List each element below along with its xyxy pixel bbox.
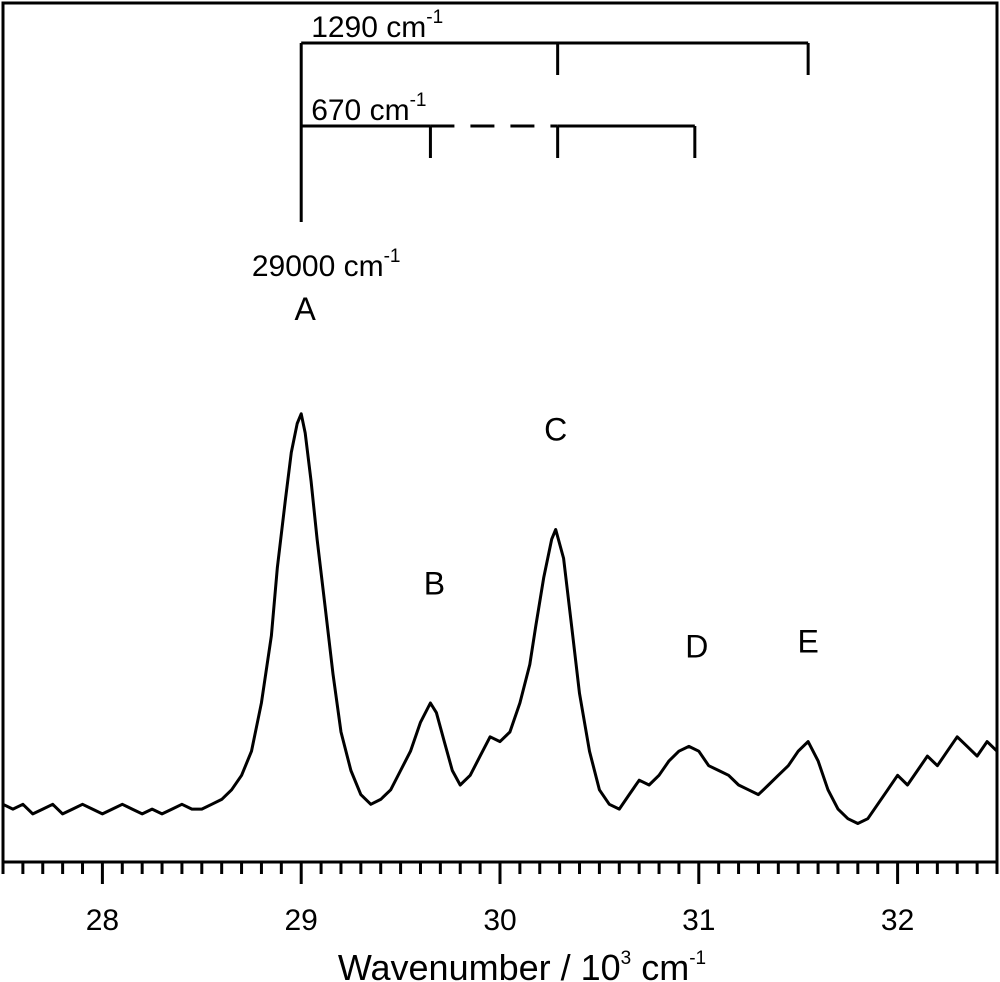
x-tick-label: 29 [285,904,318,937]
progression-label: 670 cm-1 [311,90,426,127]
plot-border [1,1,999,864]
progression-label: 1290 cm-1 [311,7,443,44]
progression-annotations: 1290 cm-1 670 cm-1 29000 cm-1 [252,7,810,283]
x-axis-title-sup2: -1 [689,948,706,969]
x-axis-title: Wavenumber / 103 cm-1 [338,947,706,982]
x-axis-title-sup: 3 [621,948,632,969]
peak-label-d: D [685,628,708,664]
peak-label-c: C [544,412,567,448]
spectrum-line [2,412,999,825]
progression-origin-label: 29000 cm-1 [252,246,401,283]
x-axis-title-after: cm [631,947,689,982]
x-tick-label: 32 [881,904,914,937]
peak-label-b: B [424,566,445,602]
x-tick-label: 30 [483,904,516,937]
x-tick-label: 28 [86,904,119,937]
peak-labels: A B C D E [295,291,819,664]
plot-frame [1,1,999,864]
x-tick-label: 31 [682,904,715,937]
x-axis-tick-labels: 28 29 30 31 32 [86,904,915,937]
peak-label-a: A [295,291,317,327]
peak-label-e: E [797,624,818,660]
x-axis-title-main: Wavenumber / 10 [338,947,621,982]
x-axis-ticks [1,862,999,884]
spectrum-series [2,412,999,825]
